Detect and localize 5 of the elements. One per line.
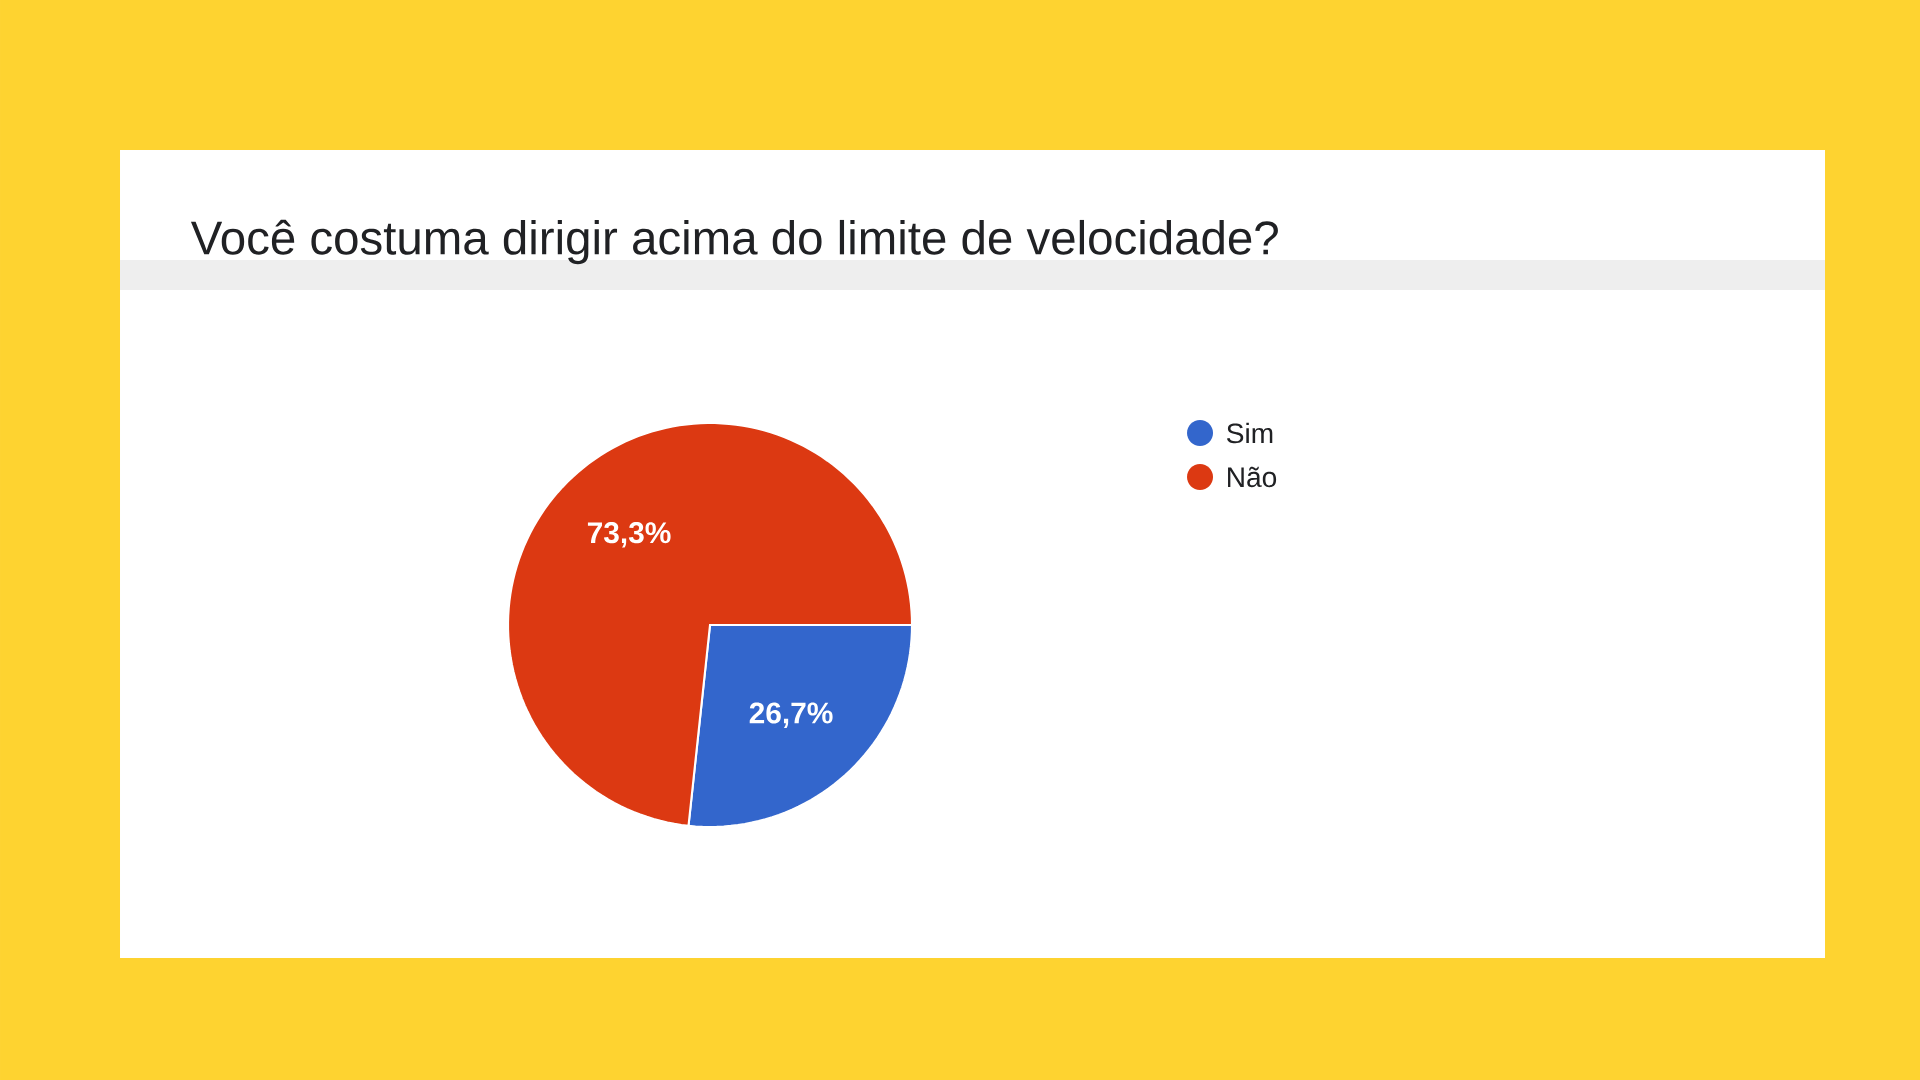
legend-label: Não (1228, 466, 1277, 488)
chart-title: Você costuma dirigir acima do limite de velocidade? (190, 219, 1278, 265)
data-label: 26,7% (749, 702, 833, 728)
data-label: 73,3% (587, 522, 671, 548)
legend-label: Sim (1226, 422, 1273, 444)
